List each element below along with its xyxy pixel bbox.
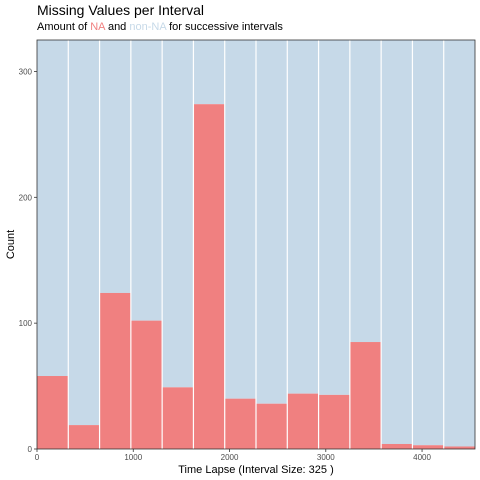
- bar-na: [130, 320, 163, 449]
- chart-title: Missing Values per Interval: [37, 2, 205, 18]
- bar-na: [412, 445, 444, 449]
- bar-na: [381, 443, 413, 449]
- bar-na: [193, 104, 225, 449]
- bar-non-na: [256, 40, 288, 404]
- x-tick-label: 1000: [124, 453, 142, 462]
- chart-subtitle: Amount of NA and non-NA for successive i…: [37, 21, 283, 33]
- bar-na: [349, 342, 382, 449]
- x-tick-label: 2000: [221, 453, 239, 462]
- bar-na: [287, 393, 319, 449]
- bar-na: [162, 387, 194, 449]
- axis-layer: 0 1000 2000 3000 4000 0 100 200 300: [19, 67, 432, 462]
- y-axis-title: Count: [5, 230, 17, 259]
- subtitle-prefix: Amount of: [37, 21, 91, 33]
- bar-non-na: [162, 40, 194, 388]
- subtitle-middle: and: [104, 21, 130, 33]
- bar-non-na: [318, 40, 350, 395]
- bar-na: [318, 394, 350, 449]
- subtitle-suffix: for successive intervals: [166, 21, 283, 33]
- x-tick-label: 3000: [317, 453, 335, 462]
- bar-non-na: [443, 40, 475, 447]
- grid-layer: [67, 40, 445, 449]
- x-tick-label: 4000: [413, 453, 431, 462]
- y-tick-label: 300: [19, 67, 33, 76]
- x-tick-label: 0: [35, 453, 40, 462]
- subtitle-na-label: NA: [90, 21, 105, 33]
- bar-non-na: [349, 40, 382, 343]
- bar-non-na: [130, 40, 163, 321]
- bar-non-na: [68, 40, 100, 426]
- bar-na: [99, 292, 131, 449]
- bar-na: [443, 446, 475, 449]
- bar-non-na: [193, 40, 225, 105]
- plot-border: [36, 39, 476, 450]
- bar-non-na: [287, 40, 319, 394]
- bar-na: [256, 403, 288, 449]
- bars-layer: [37, 40, 475, 449]
- bar-na: [224, 398, 256, 449]
- bar-na: [68, 425, 100, 449]
- y-tick-label: 0: [28, 445, 33, 454]
- bar-na: [37, 376, 69, 449]
- x-axis-title: Time Lapse (Interval Size: 325 ): [178, 464, 334, 476]
- y-tick-label: 200: [19, 193, 33, 202]
- bar-non-na: [37, 40, 69, 377]
- subtitle-non-na-label: non-NA: [129, 21, 167, 33]
- bar-non-na: [224, 40, 256, 399]
- y-tick-label: 100: [19, 319, 33, 328]
- bar-non-na: [99, 40, 131, 293]
- bar-non-na: [412, 40, 444, 446]
- bar-non-na: [381, 40, 413, 444]
